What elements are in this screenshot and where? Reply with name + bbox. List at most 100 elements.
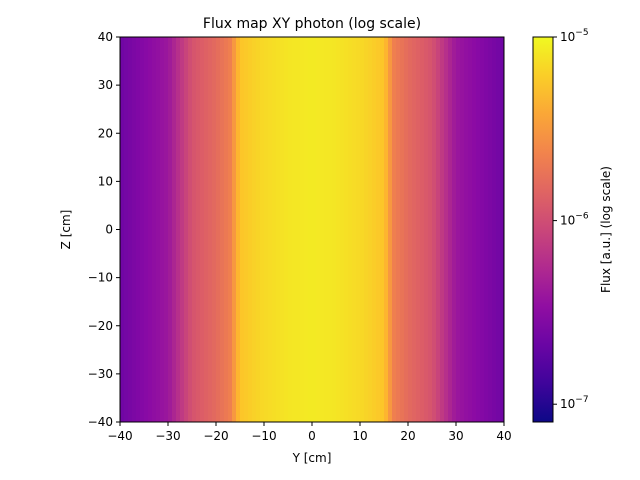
heatmap-cell [344, 37, 349, 422]
heatmap-cell [160, 37, 165, 422]
x-tick-label: 10 [352, 429, 367, 443]
heatmap-cell [144, 37, 149, 422]
y-tick-label: −40 [88, 415, 113, 429]
colorbar-frame [532, 36, 554, 423]
heatmap-cell [456, 37, 461, 422]
heatmap-cell [224, 37, 229, 422]
heatmap-cell [368, 37, 373, 422]
heatmap-cell [300, 37, 305, 422]
heatmap-cell [168, 37, 173, 422]
heatmap-cell [440, 37, 445, 422]
heatmap-cell [248, 37, 253, 422]
colorbar-tick-label: 10−6 [560, 212, 589, 228]
x-tick-label: 40 [496, 429, 511, 443]
heatmap-cell [220, 37, 225, 422]
heatmap-cell [444, 37, 449, 422]
heatmap-cell [336, 37, 341, 422]
heatmap-cell [120, 37, 125, 422]
heatmap-cell [268, 37, 273, 422]
heatmap-cell [424, 37, 429, 422]
x-tick-label: −40 [107, 429, 132, 443]
heatmap-cell [128, 37, 133, 422]
heatmap-cell [388, 37, 393, 422]
heatmap-cell [252, 37, 257, 422]
heatmap-cell [236, 37, 241, 422]
heatmap-cell [408, 37, 413, 422]
heatmap-cell [192, 37, 197, 422]
heatmap-cell [156, 37, 161, 422]
heatmap-cell [216, 37, 221, 422]
y-axis: −40 −30 −20 −10 0 10 20 30 40 [88, 30, 120, 429]
heatmap-cell [328, 37, 333, 422]
heatmap-cell [320, 37, 325, 422]
heatmap-cell [376, 37, 381, 422]
heatmap-cell [200, 37, 205, 422]
heatmap-cell [240, 37, 245, 422]
colorbar-tick-label: 10−5 [560, 28, 589, 44]
heatmap-cell [228, 37, 233, 422]
y-tick-label: −30 [88, 367, 113, 381]
y-tick-label: 10 [98, 174, 113, 188]
heatmap-cell [452, 37, 457, 422]
x-tick-label: −10 [251, 429, 276, 443]
heatmap-cell [308, 37, 313, 422]
heatmap-cell [364, 37, 369, 422]
heatmap-cell [312, 37, 317, 422]
heatmap-cell [332, 37, 337, 422]
heatmap-cell [264, 37, 269, 422]
heatmap-cell [280, 37, 285, 422]
heatmap-cell [176, 37, 181, 422]
heatmap-cell [164, 37, 169, 422]
heatmap-cell [260, 37, 265, 422]
colorbar: 10−7 10−6 10−5 Flux [a.u.] (log scale) [532, 28, 613, 423]
heatmap-cell [296, 37, 301, 422]
y-tick-label: 30 [98, 78, 113, 92]
heatmap-cell [136, 37, 141, 422]
heatmap-cell [464, 37, 469, 422]
heatmap-cell [124, 37, 129, 422]
heatmap-cell [288, 37, 293, 422]
heatmap-cell [196, 37, 201, 422]
heatmap-cell [476, 37, 481, 422]
heatmap-cell [428, 37, 433, 422]
heatmap-cell [172, 37, 177, 422]
chart-title: Flux map XY photon (log scale) [203, 16, 421, 32]
y-tick-label: 20 [98, 126, 113, 140]
x-tick-label: 20 [400, 429, 415, 443]
heatmap-cell [352, 37, 357, 422]
heatmap-cell [432, 37, 437, 422]
heatmap-cell [436, 37, 441, 422]
heatmap-cell [148, 37, 153, 422]
x-tick-label: 0 [308, 429, 316, 443]
y-tick-label: 0 [105, 223, 113, 237]
heatmap-cell [484, 37, 489, 422]
heatmap-cell [188, 37, 193, 422]
y-axis-label: Z [cm] [59, 210, 73, 250]
heatmap-cell [232, 37, 237, 422]
heatmap-cell [468, 37, 473, 422]
colorbar-tick-label: 10−7 [560, 395, 589, 411]
y-tick-label: −10 [88, 271, 113, 285]
heatmap-cell [348, 37, 353, 422]
heatmap-cell [496, 37, 501, 422]
heatmap-cell [152, 37, 157, 422]
y-tick-label: −20 [88, 319, 113, 333]
heatmap-cell [392, 37, 397, 422]
heatmap-cell [480, 37, 485, 422]
heatmap-cell [460, 37, 465, 422]
heatmap-cell [276, 37, 281, 422]
heatmap-cell [356, 37, 361, 422]
heatmap-cell [204, 37, 209, 422]
x-tick-label: −30 [155, 429, 180, 443]
heatmap-cell [404, 37, 409, 422]
heatmap-cell [272, 37, 277, 422]
heatmap-cell [284, 37, 289, 422]
x-tick-label: −20 [203, 429, 228, 443]
heatmap-cell [304, 37, 309, 422]
heatmap-cell [292, 37, 297, 422]
heatmap-area [120, 37, 504, 422]
heatmap-cell [244, 37, 249, 422]
heatmap-cell [412, 37, 417, 422]
heatmap-cell [208, 37, 213, 422]
